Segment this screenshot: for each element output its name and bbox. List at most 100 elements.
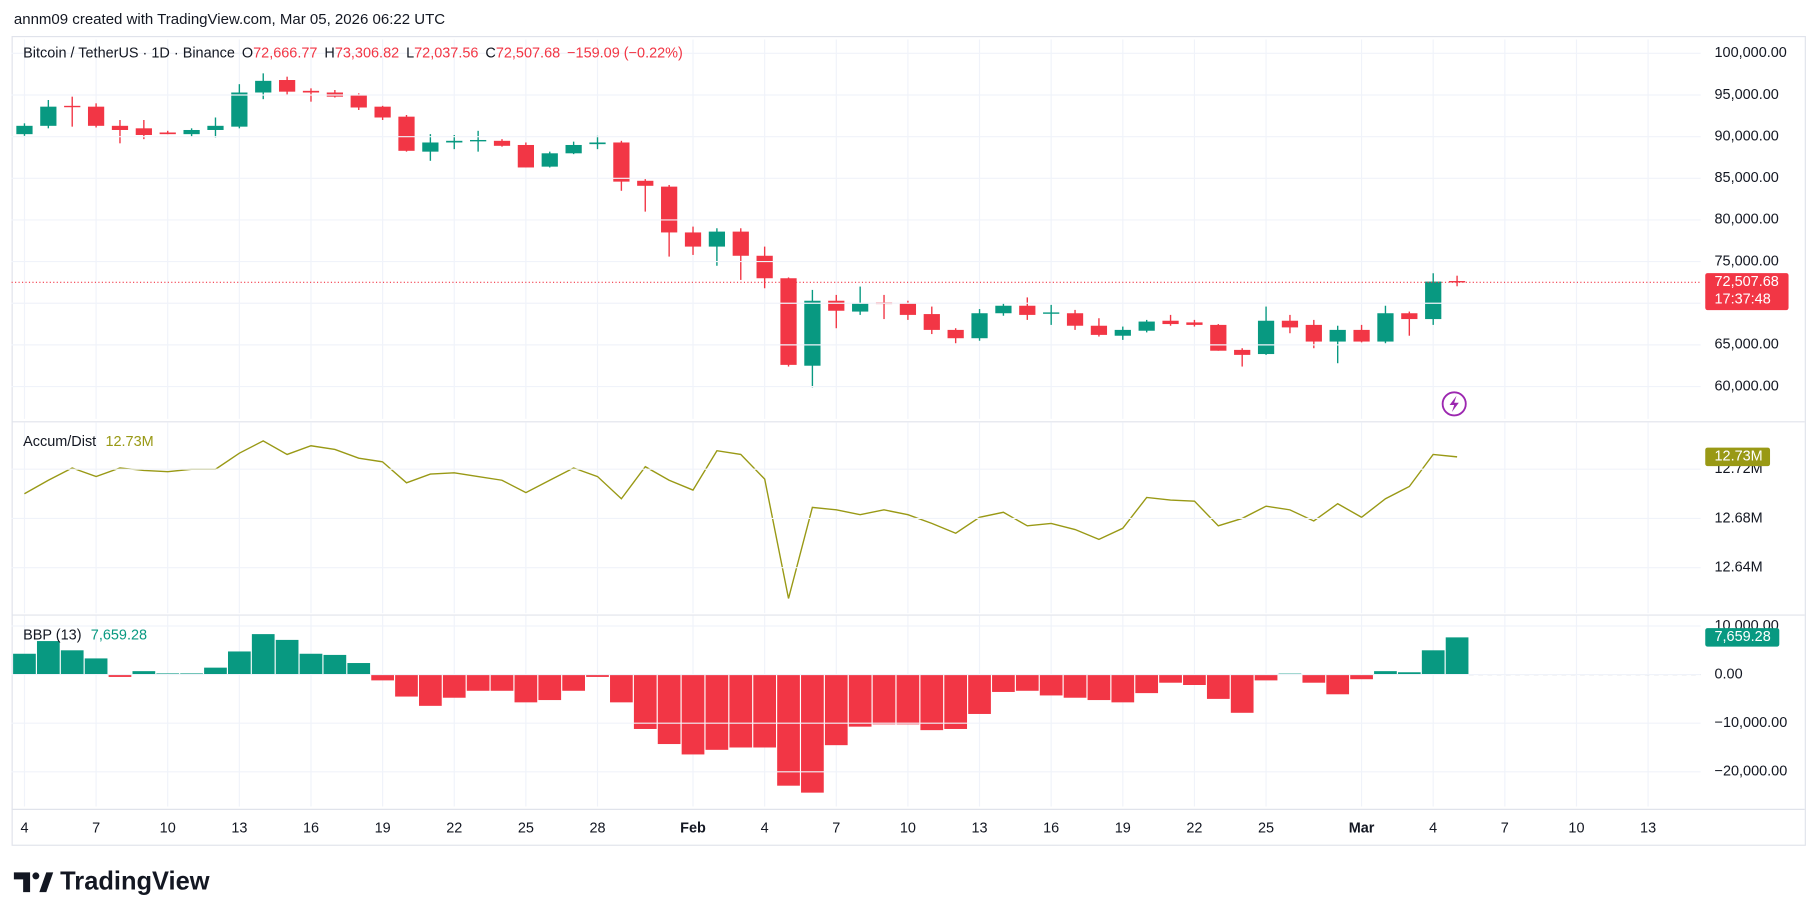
candle-body: [87, 106, 105, 126]
y-tick-label: 95,000.00: [1715, 87, 1779, 103]
bbp-bar: [1206, 674, 1230, 699]
legend-key: H: [324, 45, 334, 61]
countdown-label: 17:37:48: [1715, 292, 1771, 308]
candle-body: [1329, 329, 1346, 342]
bbp-bar: [896, 674, 920, 725]
logo-dot: [32, 872, 40, 880]
bbp-bar: [944, 674, 968, 729]
ad-value-box: [1705, 447, 1771, 467]
bbp-bar: [227, 651, 251, 675]
bbp-bar: [395, 674, 418, 697]
y-tick-label: 75,000.00: [1715, 253, 1779, 269]
candle-body: [135, 128, 152, 135]
icon-bolt[interactable]: [1449, 395, 1459, 412]
y-tick-label: 12.68M: [1715, 510, 1763, 526]
bbp-bar: [442, 674, 466, 698]
y-tick-label: −10,000.00: [1715, 715, 1788, 731]
bbp-bar: [753, 674, 777, 748]
candle-body: [16, 125, 33, 135]
y-tick-label: 90,000.00: [1715, 128, 1779, 144]
candle-body: [374, 106, 391, 118]
legend-change: −159.09 (−0.22%): [567, 45, 683, 61]
bbp-bar: [466, 674, 490, 691]
candle-body: [255, 80, 272, 93]
legend-symbol: Bitcoin / TetherUS · 1D · Binance: [23, 45, 235, 61]
candle-body: [398, 116, 415, 151]
candle-body: [780, 278, 797, 365]
bbp-bar: [633, 674, 657, 729]
bbp-bar: [562, 674, 585, 691]
candle-body: [756, 255, 773, 279]
bbp-bar: [681, 674, 705, 755]
bbp-bar: [275, 639, 299, 675]
candle-body: [1425, 281, 1442, 320]
x-tick-label: 16: [303, 820, 319, 836]
x-tick-label: 25: [518, 820, 534, 836]
candle-body: [1448, 281, 1466, 283]
x-tick-label: 10: [900, 820, 916, 836]
candle-body: [1210, 324, 1227, 351]
bbp-bar: [1421, 650, 1445, 675]
candle-body: [1281, 320, 1299, 328]
bbp-bar: [657, 674, 681, 745]
bbp-bar: [180, 673, 203, 675]
candle-body: [517, 144, 534, 168]
x-tick-label: 13: [231, 820, 247, 836]
candle-body: [231, 92, 248, 127]
y-tick-label: 12.64M: [1715, 560, 1763, 576]
candle-body: [661, 186, 678, 233]
bbp-bar: [514, 674, 538, 703]
candle-body: [207, 125, 224, 130]
legend-key: L: [406, 45, 414, 61]
bbp-axis-value: 7,659.28: [1715, 629, 1771, 645]
bbp-bar: [801, 674, 824, 793]
candle-body: [1043, 312, 1060, 314]
candle-body: [995, 305, 1012, 314]
logo-mark: [13, 872, 31, 893]
pane-title: BBP (13): [23, 627, 81, 643]
candle-body: [159, 132, 176, 135]
candle-body: [1353, 329, 1370, 342]
bbp-value-box: [1705, 628, 1780, 647]
candle-body: [183, 129, 200, 135]
candle-body: [1114, 329, 1131, 336]
legend-value: 72,037.56: [414, 45, 478, 61]
candle-body: [1019, 305, 1036, 315]
bbp-bar: [705, 674, 729, 750]
bbp-bar: [1015, 674, 1039, 691]
bbp-bar: [872, 674, 896, 725]
ad-line: [24, 440, 1458, 599]
x-tick-label: 7: [92, 820, 100, 836]
marks: [11, 73, 1701, 793]
bbp-bar: [132, 671, 156, 675]
x-tick-label: 7: [832, 820, 840, 836]
bbp-bar: [729, 674, 753, 748]
candle-body: [708, 231, 726, 247]
lightning-icon[interactable]: [1441, 391, 1467, 417]
legend-key: O: [242, 45, 253, 61]
bbp-bar: [1397, 672, 1421, 675]
x-tick-label: 25: [1258, 820, 1274, 836]
candle-body: [971, 313, 988, 339]
candle-body: [684, 232, 702, 247]
candle-body: [637, 180, 654, 186]
bbp-bar: [299, 653, 323, 675]
bbp-bar: [251, 634, 275, 675]
bbp-bar: [1087, 674, 1111, 701]
bbp-bar: [323, 654, 347, 675]
bbp-bar: [371, 674, 394, 681]
candle-body: [565, 144, 582, 154]
footer-logo-text: TradingView: [60, 868, 210, 896]
bbp-bar: [586, 674, 609, 677]
x-tick-label: 22: [446, 820, 462, 836]
candle-body: [446, 140, 463, 143]
pane-title: Accum/Dist: [23, 434, 96, 450]
x-tick-label: 28: [589, 820, 605, 836]
x-tick-label: Feb: [680, 820, 706, 836]
candle-body: [1234, 349, 1251, 355]
candle-body: [1186, 322, 1203, 325]
x-tick-label: 16: [1043, 820, 1059, 836]
bbp-bar: [490, 674, 514, 691]
